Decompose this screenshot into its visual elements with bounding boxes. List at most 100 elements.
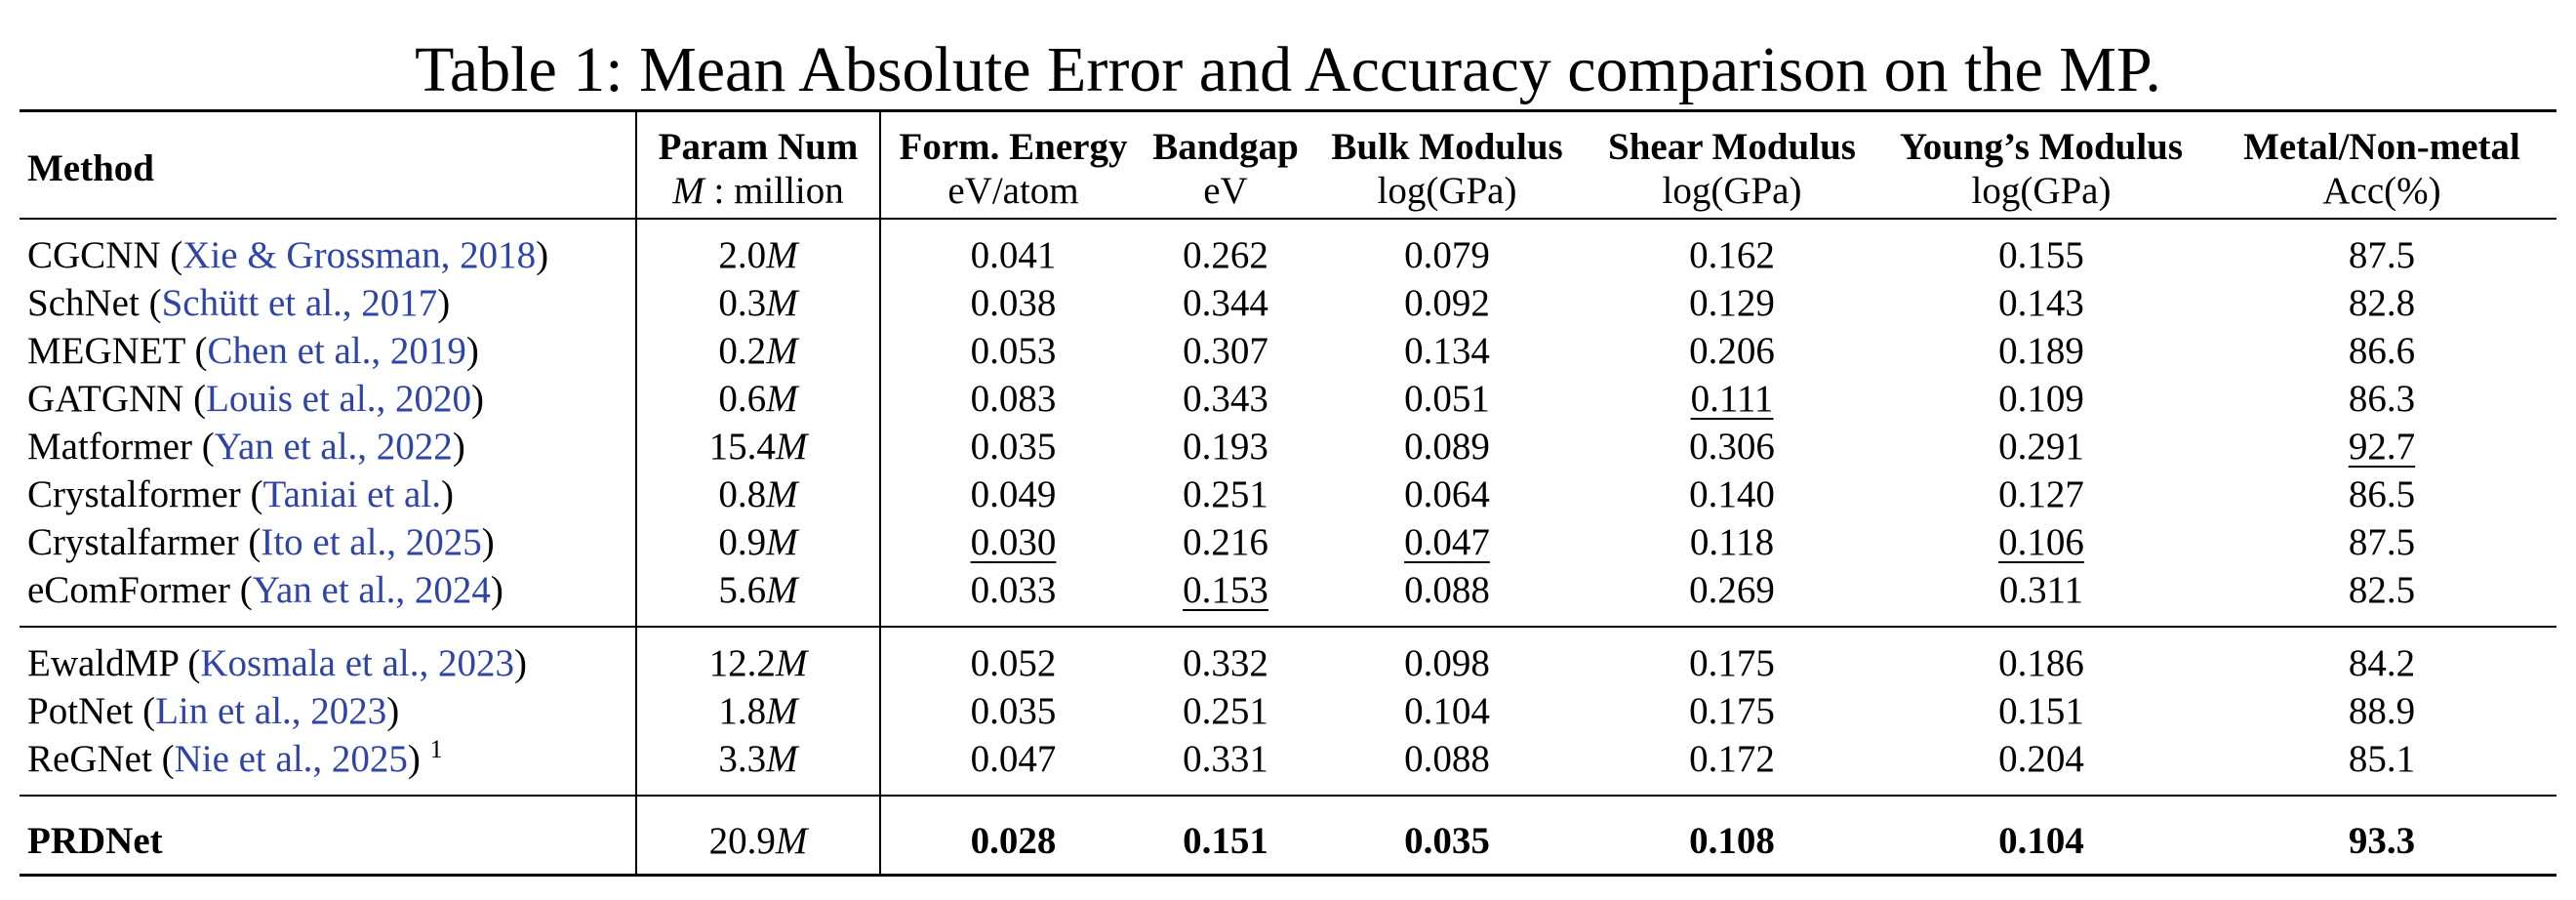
gap-cell [2207, 796, 2556, 808]
value-cell: 82.8 [2207, 279, 2556, 327]
param-unit-symbol: M [766, 738, 798, 780]
final-row: PRDNet 20.9M 0.028 0.151 0.035 0.108 0.104 93.3 [20, 808, 2556, 876]
gap-cell [1589, 218, 1875, 231]
value: 0.332 [1183, 642, 1268, 684]
value-cell: 0.064 [1306, 470, 1589, 518]
citation-link: Ito et al., 2025 [261, 521, 482, 563]
method-name: Crystalfarmer [27, 521, 239, 563]
value: 0.028 [970, 820, 1057, 862]
method-cell: SchNet (Schütt et al., 2017) [20, 279, 637, 327]
header-col: Bandgap [1152, 126, 1299, 168]
value: 0.088 [1404, 569, 1490, 611]
value-cell: 0.162 [1589, 231, 1875, 279]
value-cell: 0.088 [1306, 566, 1589, 614]
value: 0.033 [970, 569, 1057, 611]
value-cell: 0.332 [1146, 639, 1306, 687]
value-cell: 0.151 [1875, 687, 2207, 735]
value: 0.151 [1183, 820, 1268, 862]
table-row: Crystalformer (Taniai et al.) 0.8M 0.049 0.… [20, 470, 2556, 518]
citation-link: Yan et al., 2024 [252, 569, 491, 611]
cite-paren: ) [490, 569, 503, 611]
method-name: PotNet [27, 690, 134, 732]
method-cell: eComFormer (Yan et al., 2024) [20, 566, 637, 614]
value-cell: 0.098 [1306, 639, 1589, 687]
cite-paren: ) [437, 282, 451, 324]
value: 0.088 [1404, 738, 1490, 780]
value-cell: 0.047 [1306, 518, 1589, 566]
citation-link: Nie et al., 2025 [174, 738, 408, 780]
param-value: 20.9 [708, 820, 776, 862]
value: 0.047 [970, 738, 1057, 780]
table-row: Matformer (Yan et al., 2022) 15.4M 0.035 0.… [20, 423, 2556, 470]
param-unit-symbol: M [766, 330, 798, 372]
gap-cell [2207, 218, 2556, 231]
value-cell: 0.140 [1589, 470, 1875, 518]
param-unit-symbol: M [775, 642, 808, 684]
header-method: Method [20, 110, 637, 219]
param-cell: 1.8M [636, 687, 881, 735]
value: 0.127 [1998, 473, 2084, 515]
value: 86.3 [2348, 378, 2416, 420]
cite-paren: ) [536, 234, 549, 276]
gap-cell [1306, 796, 1589, 808]
value-cell: 88.9 [2207, 687, 2556, 735]
table-row: eComFormer (Yan et al., 2024) 5.6M 0.033 0.… [20, 566, 2556, 614]
value-cell: 0.193 [1146, 423, 1306, 470]
value-cell: 0.134 [1306, 327, 1589, 375]
param-value: 0.6 [718, 378, 767, 420]
value: 0.216 [1183, 521, 1268, 563]
rule-gap [20, 783, 2556, 797]
gap-cell [636, 627, 881, 639]
value-cell: 87.5 [2207, 231, 2556, 279]
value-cell: 0.206 [1589, 327, 1875, 375]
param-value: 0.9 [718, 521, 767, 563]
value: 0.098 [1404, 642, 1490, 684]
value: 86.5 [2348, 473, 2416, 515]
value: 0.172 [1689, 738, 1775, 780]
method-cell: GATGNN (Louis et al., 2020) [20, 375, 637, 423]
value-cell: 0.172 [1589, 735, 1875, 783]
value-cell: 86.6 [2207, 327, 2556, 375]
cite-paren: ( [238, 521, 262, 563]
value-cell: 0.083 [880, 375, 1146, 423]
value: 0.089 [1404, 426, 1490, 468]
value-cell: 82.5 [2207, 566, 2556, 614]
method-cell: CGCNN (Xie & Grossman, 2018) [20, 231, 637, 279]
value: 0.092 [1404, 282, 1490, 324]
value-cell: 0.089 [1306, 423, 1589, 470]
gap-cell [1146, 783, 1306, 797]
value-cell: 0.343 [1146, 375, 1306, 423]
value: 0.186 [1998, 642, 2084, 684]
value: 88.9 [2348, 690, 2416, 732]
citation-link: Louis et al., 2020 [206, 378, 471, 420]
param-value: 0.2 [718, 330, 767, 372]
param-cell: 0.6M [636, 375, 881, 423]
value-cell: 0.111 [1589, 375, 1875, 423]
value-cell: 0.269 [1589, 566, 1875, 614]
value: 86.6 [2348, 330, 2416, 372]
value-cell: 0.038 [880, 279, 1146, 327]
param-unit-symbol: M [766, 473, 798, 515]
value: 0.189 [1998, 330, 2084, 372]
table-row: SchNet (Schütt et al., 2017) 0.3M 0.038 0.3… [20, 279, 2556, 327]
value: 0.204 [1998, 738, 2084, 780]
value-cell: 0.204 [1875, 735, 2207, 783]
value: 0.151 [1998, 690, 2084, 732]
value: 0.053 [970, 330, 1057, 372]
value: 0.269 [1689, 569, 1775, 611]
value: 0.291 [1998, 426, 2084, 468]
value-cell: 0.035 [880, 423, 1146, 470]
gap-cell [1306, 783, 1589, 797]
method-cell: PRDNet [20, 808, 637, 876]
gap-cell [1306, 218, 1589, 231]
param-unit-symbol: M [766, 378, 798, 420]
value: 84.2 [2348, 642, 2416, 684]
value: 0.035 [970, 690, 1057, 732]
cite-paren: ( [191, 426, 215, 468]
param-cell: 3.3M [636, 735, 881, 783]
method-cell: Matformer (Yan et al., 2022) [20, 423, 637, 470]
param-cell: 0.2M [636, 327, 881, 375]
value: 0.041 [970, 234, 1057, 276]
cite-paren: ( [240, 473, 263, 515]
gap-cell [2207, 627, 2556, 639]
